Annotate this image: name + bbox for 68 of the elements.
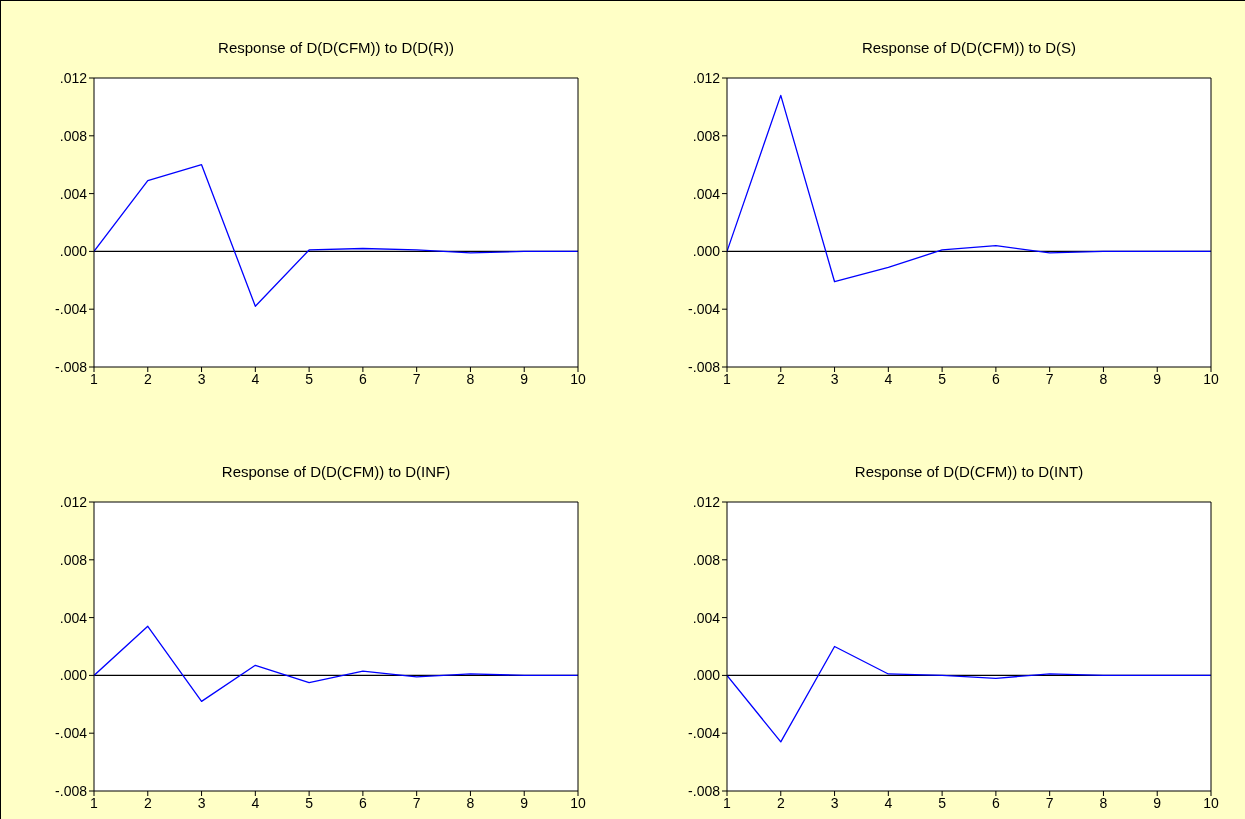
y-tick-label: -.004: [688, 725, 721, 742]
x-tick-label: 5: [305, 370, 314, 387]
chart-title: Response of D(D(CFM)) to D(INT): [853, 462, 1085, 482]
y-tick-label: .008: [692, 551, 721, 568]
x-tick-label: 6: [991, 794, 1000, 811]
x-tick-label: 2: [143, 370, 152, 387]
y-tick-label: .012: [59, 493, 88, 510]
x-tick-label: 9: [1153, 794, 1162, 811]
y-tick-label: .012: [692, 493, 721, 510]
x-tick-label: 9: [1153, 370, 1162, 387]
y-tick-label: .004: [59, 609, 88, 626]
x-tick-label: 6: [991, 370, 1000, 387]
x-tick-label: 3: [197, 794, 206, 811]
x-tick-label: 9: [520, 794, 529, 811]
x-tick-label: 8: [466, 370, 475, 387]
x-tick-label: 2: [776, 370, 785, 387]
chart-title: Response of D(D(CFM)) to D(INF): [220, 462, 452, 482]
y-tick-label: .004: [59, 185, 88, 202]
y-tick-label: .000: [692, 667, 721, 684]
y-tick-label: .004: [692, 609, 721, 626]
y-tick-label: .008: [692, 127, 721, 144]
x-tick-label: 8: [466, 794, 475, 811]
y-tick-label: -.008: [55, 782, 88, 799]
x-tick-label: 5: [938, 794, 947, 811]
x-tick-label: 2: [776, 794, 785, 811]
y-tick-label: -.008: [688, 358, 721, 375]
x-tick-label: 8: [1099, 370, 1108, 387]
x-tick-label: 1: [723, 794, 732, 811]
x-tick-label: 1: [723, 370, 732, 387]
y-tick-label: .008: [59, 551, 88, 568]
x-tick-label: 3: [830, 370, 839, 387]
x-tick-label: 7: [1045, 794, 1054, 811]
y-tick-label: -.008: [688, 782, 721, 799]
y-tick-label: .012: [59, 69, 88, 86]
x-tick-label: 7: [1045, 370, 1054, 387]
x-tick-label: 4: [884, 794, 893, 811]
x-tick-label: 7: [412, 370, 421, 387]
x-tick-label: 3: [830, 794, 839, 811]
x-tick-label: 1: [90, 794, 99, 811]
x-tick-label: 5: [305, 794, 314, 811]
y-tick-label: .008: [59, 127, 88, 144]
x-tick-label: 7: [412, 794, 421, 811]
chart-title: Response of D(D(CFM)) to D(D(R)): [217, 38, 455, 58]
chart-title: Response of D(D(CFM)) to D(S): [860, 38, 1078, 58]
x-tick-label: 4: [251, 794, 260, 811]
x-tick-label: 4: [251, 370, 260, 387]
x-tick-label: 8: [1099, 794, 1108, 811]
x-tick-label: 5: [938, 370, 947, 387]
x-tick-label: 10: [570, 794, 586, 811]
x-tick-label: 10: [1203, 794, 1219, 811]
x-tick-label: 9: [520, 370, 529, 387]
x-tick-label: 4: [884, 370, 893, 387]
x-tick-label: 3: [197, 370, 206, 387]
y-tick-label: .000: [59, 667, 88, 684]
y-tick-label: -.004: [55, 725, 88, 742]
y-tick-label: -.004: [55, 301, 88, 318]
y-tick-label: .000: [692, 243, 721, 260]
y-tick-label: -.004: [688, 301, 721, 318]
x-tick-label: 1: [90, 370, 99, 387]
x-tick-label: 10: [1203, 370, 1219, 387]
y-tick-label: -.008: [55, 358, 88, 375]
y-tick-label: .004: [692, 185, 721, 202]
x-tick-label: 6: [358, 794, 367, 811]
y-tick-label: .012: [692, 69, 721, 86]
x-tick-label: 6: [358, 370, 367, 387]
x-tick-label: 10: [570, 370, 586, 387]
x-tick-label: 2: [143, 794, 152, 811]
y-tick-label: .000: [59, 243, 88, 260]
